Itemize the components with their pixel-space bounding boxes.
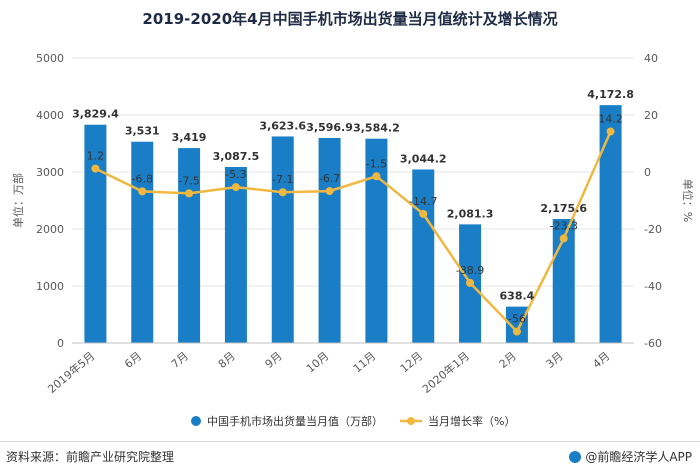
brand-credit: @前瞻经济学人APP	[569, 448, 692, 465]
bar	[412, 169, 435, 343]
line-point	[278, 188, 287, 197]
bar-value-label: 3,044.2	[400, 152, 447, 165]
bar-series	[84, 105, 622, 344]
y-right-axis-title: 单位：%	[681, 179, 695, 222]
x-tick-label: 7月	[169, 349, 191, 371]
x-tick-label: 3月	[544, 349, 566, 371]
y-left-tick-label: 2000	[36, 223, 64, 236]
combo-chart: 0 1000 2000 3000 4000 5000 -60 -40 -20 0 20 40 单位：万部…	[11, 52, 695, 428]
y-left-tick-label: 4000	[36, 109, 64, 122]
bar-value-label: 4,172.8	[587, 88, 634, 101]
bar-value-label: 2,175.6	[540, 202, 587, 215]
line-point	[372, 172, 381, 181]
gridlines	[72, 57, 634, 344]
bar	[505, 306, 528, 343]
line-point	[138, 187, 147, 196]
brand-text: @前瞻经济学人APP	[585, 450, 692, 464]
line-point	[466, 278, 475, 287]
bar-value-label: 638.4	[500, 290, 535, 303]
x-tick-label: 9月	[263, 349, 285, 371]
line-point	[325, 187, 334, 196]
bar-value-label: 2,081.3	[447, 207, 494, 220]
legend-line-label: 当月增长率（%）	[428, 414, 515, 428]
line-point	[231, 183, 240, 192]
y-right-tick-label: 0	[644, 166, 651, 179]
chart-title: 2019-2020年4月中国手机市场出货量当月值统计及增长情况	[142, 10, 558, 28]
line-value-label: -7.1	[272, 173, 293, 186]
bar	[84, 124, 107, 343]
y-left-tick-label: 0	[57, 337, 64, 350]
legend: 中国手机市场出货量当月值（万部） 当月增长率（%）	[191, 414, 515, 428]
line-point	[512, 327, 521, 336]
bar-value-label: 3,584.2	[353, 122, 400, 135]
x-tick-label: 2020年1月	[419, 349, 472, 396]
y-left-tick-label: 1000	[36, 280, 64, 293]
bar	[224, 167, 247, 343]
bar-value-label: 3,419	[172, 131, 207, 144]
x-tick-label: 10月	[304, 349, 332, 375]
x-tick-label: 4月	[590, 349, 612, 371]
line-value-label: -23.3	[550, 219, 578, 232]
line-value-label: -1.5	[366, 157, 387, 170]
line-point	[91, 164, 100, 173]
axes: 0 1000 2000 3000 4000 5000 -60 -40 -20 0 20 40 单位：万部…	[11, 52, 695, 396]
brand-logo-icon	[569, 451, 582, 463]
bar	[318, 137, 341, 343]
y-left-tick-label: 3000	[36, 166, 64, 179]
y-right-tick-label: 40	[644, 52, 658, 65]
bar	[271, 136, 294, 343]
y-left-tick-label: 5000	[36, 52, 64, 65]
x-tick-label: 8月	[216, 349, 238, 371]
x-tick-label: 12月	[398, 349, 426, 375]
line-value-label: -56	[508, 313, 526, 326]
legend-line-dot	[407, 417, 415, 425]
y-right-tick-label: 20	[644, 109, 658, 122]
bar-value-label: 3,596.9	[306, 121, 353, 134]
line-value-label: -7.5	[178, 174, 199, 187]
line-value-label: 14.2	[598, 113, 623, 126]
bar	[365, 138, 388, 343]
line-point	[606, 127, 615, 136]
y-right-tick-label: -40	[644, 280, 662, 293]
x-tick-label: 6月	[122, 349, 144, 371]
bar-value-label: 3,829.4	[72, 108, 119, 121]
line-point	[559, 234, 568, 243]
line-value-label: 1.2	[87, 150, 105, 163]
bar-value-label: 3,531	[125, 125, 160, 138]
bar-value-label: 3,623.6	[259, 119, 306, 132]
line-value-label: -6.7	[319, 172, 340, 185]
legend-bar-marker	[191, 416, 201, 426]
line-value-label: -14.7	[409, 195, 437, 208]
y-right-tick-label: -20	[644, 223, 662, 236]
x-tick-label: 2019年5月	[45, 349, 98, 396]
x-tick-label: 11月	[351, 349, 379, 375]
source-note: 资料来源：前瞻产业研究院整理	[6, 450, 175, 464]
line-point	[419, 209, 428, 218]
bar	[178, 148, 201, 343]
legend-bar-label: 中国手机市场出货量当月值（万部）	[207, 414, 383, 428]
line-value-label: -6.8	[132, 172, 153, 185]
x-tick-label: 2月	[497, 349, 519, 371]
y-right-tick-label: -60	[644, 337, 662, 350]
footer: 资料来源：前瞻产业研究院整理 @前瞻经济学人APP	[0, 441, 700, 476]
y-left-axis-title: 单位：万部	[11, 173, 25, 228]
growth-line	[94, 131, 612, 334]
line-value-label: -38.9	[456, 264, 484, 277]
line-series	[91, 127, 615, 336]
bar-value-label: 3,087.5	[213, 150, 260, 163]
line-point	[185, 189, 194, 198]
bar	[599, 105, 622, 344]
line-value-label: -5.3	[225, 168, 246, 181]
